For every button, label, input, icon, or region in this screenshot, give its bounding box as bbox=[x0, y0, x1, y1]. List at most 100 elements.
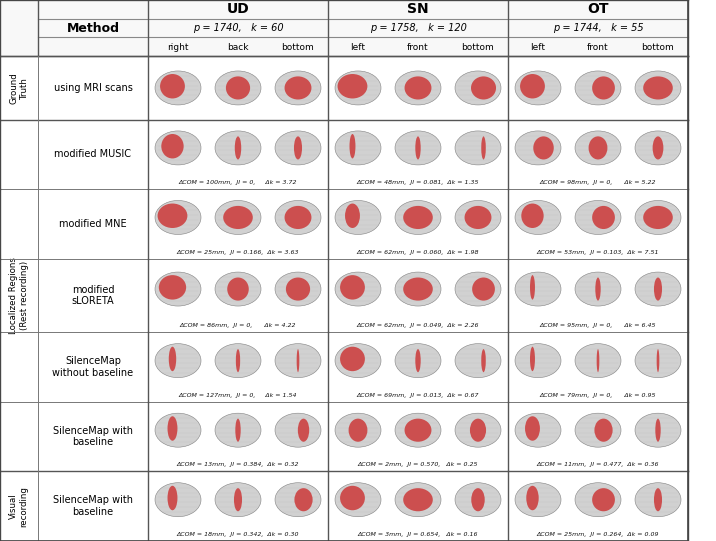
Ellipse shape bbox=[635, 272, 681, 306]
Ellipse shape bbox=[156, 344, 200, 377]
Ellipse shape bbox=[455, 483, 501, 517]
Ellipse shape bbox=[275, 201, 321, 234]
Ellipse shape bbox=[635, 413, 681, 447]
Ellipse shape bbox=[296, 349, 299, 372]
Ellipse shape bbox=[236, 419, 241, 442]
Text: modified MUSIC: modified MUSIC bbox=[54, 149, 132, 160]
Ellipse shape bbox=[596, 349, 599, 372]
Ellipse shape bbox=[456, 273, 500, 305]
Text: ΔCOM = 53mm,  JI = 0.103,  Δk = 7.51: ΔCOM = 53mm, JI = 0.103, Δk = 7.51 bbox=[537, 250, 659, 255]
Ellipse shape bbox=[396, 414, 440, 446]
Ellipse shape bbox=[455, 201, 501, 234]
Ellipse shape bbox=[575, 483, 621, 517]
Text: ΔCOM = 62mm,  JI = 0.060,  Δk = 1.98: ΔCOM = 62mm, JI = 0.060, Δk = 1.98 bbox=[357, 250, 479, 255]
Text: ΔCOM = 48mm,  JI = 0.081,  Δk = 1.35: ΔCOM = 48mm, JI = 0.081, Δk = 1.35 bbox=[357, 180, 479, 185]
Ellipse shape bbox=[216, 273, 260, 305]
Ellipse shape bbox=[276, 273, 320, 305]
Ellipse shape bbox=[456, 414, 500, 446]
Text: using MRI scans: using MRI scans bbox=[54, 83, 132, 93]
Ellipse shape bbox=[396, 71, 440, 104]
Ellipse shape bbox=[592, 76, 615, 100]
Ellipse shape bbox=[337, 74, 367, 98]
Ellipse shape bbox=[636, 71, 680, 104]
Text: UD: UD bbox=[227, 2, 249, 16]
Ellipse shape bbox=[215, 201, 261, 234]
Text: bottom: bottom bbox=[642, 43, 674, 52]
Ellipse shape bbox=[575, 201, 621, 234]
Text: ΔCOM = 79mm,  JI = 0,      Δk = 0.95: ΔCOM = 79mm, JI = 0, Δk = 0.95 bbox=[540, 393, 657, 398]
Text: SilenceMap with
baseline: SilenceMap with baseline bbox=[53, 426, 133, 447]
Ellipse shape bbox=[405, 76, 432, 100]
Ellipse shape bbox=[275, 131, 321, 165]
Ellipse shape bbox=[169, 347, 176, 371]
Ellipse shape bbox=[216, 201, 260, 234]
Text: ΔCOM = 25mm,  JI = 0.264,  Δk = 0.09: ΔCOM = 25mm, JI = 0.264, Δk = 0.09 bbox=[537, 532, 659, 537]
Ellipse shape bbox=[349, 134, 355, 159]
Text: modified
sLORETA: modified sLORETA bbox=[72, 285, 115, 306]
Ellipse shape bbox=[276, 344, 320, 377]
Ellipse shape bbox=[455, 413, 501, 447]
Ellipse shape bbox=[515, 272, 561, 306]
Text: front: front bbox=[587, 43, 609, 52]
Ellipse shape bbox=[340, 347, 365, 371]
Ellipse shape bbox=[216, 414, 260, 446]
Ellipse shape bbox=[516, 131, 560, 164]
Ellipse shape bbox=[294, 136, 302, 160]
Ellipse shape bbox=[215, 344, 261, 378]
Ellipse shape bbox=[275, 483, 321, 517]
Ellipse shape bbox=[516, 414, 560, 446]
Ellipse shape bbox=[216, 344, 260, 377]
Ellipse shape bbox=[576, 71, 620, 104]
Ellipse shape bbox=[575, 413, 621, 447]
Ellipse shape bbox=[395, 71, 441, 105]
Ellipse shape bbox=[526, 486, 538, 510]
Text: p = 1744,   k = 55: p = 1744, k = 55 bbox=[553, 23, 643, 33]
Ellipse shape bbox=[516, 71, 560, 104]
Ellipse shape bbox=[275, 344, 321, 378]
Ellipse shape bbox=[215, 71, 261, 105]
Ellipse shape bbox=[652, 136, 664, 160]
Ellipse shape bbox=[216, 131, 260, 164]
Ellipse shape bbox=[340, 486, 365, 510]
Ellipse shape bbox=[155, 272, 201, 306]
Ellipse shape bbox=[294, 488, 313, 511]
Ellipse shape bbox=[576, 131, 620, 164]
Ellipse shape bbox=[168, 416, 178, 441]
Ellipse shape bbox=[156, 273, 200, 305]
Ellipse shape bbox=[298, 419, 309, 442]
Ellipse shape bbox=[589, 136, 607, 160]
Ellipse shape bbox=[336, 273, 380, 305]
Ellipse shape bbox=[336, 484, 380, 516]
Ellipse shape bbox=[155, 201, 201, 234]
Ellipse shape bbox=[276, 201, 320, 234]
Ellipse shape bbox=[335, 483, 381, 517]
Ellipse shape bbox=[471, 76, 496, 100]
Ellipse shape bbox=[275, 413, 321, 447]
Ellipse shape bbox=[472, 278, 495, 301]
Ellipse shape bbox=[481, 136, 485, 160]
Ellipse shape bbox=[156, 71, 200, 104]
Ellipse shape bbox=[161, 134, 184, 159]
Ellipse shape bbox=[456, 344, 500, 377]
Ellipse shape bbox=[643, 76, 673, 100]
Ellipse shape bbox=[216, 484, 260, 516]
Ellipse shape bbox=[395, 201, 441, 234]
Ellipse shape bbox=[594, 419, 613, 442]
Ellipse shape bbox=[481, 349, 485, 372]
Ellipse shape bbox=[276, 484, 320, 516]
Text: left: left bbox=[351, 43, 365, 52]
Ellipse shape bbox=[155, 71, 201, 105]
Ellipse shape bbox=[455, 272, 501, 306]
Ellipse shape bbox=[415, 136, 421, 160]
Text: ΔCOM = 11mm,  JI = 0.477,  Δk = 0.36: ΔCOM = 11mm, JI = 0.477, Δk = 0.36 bbox=[537, 463, 659, 467]
Ellipse shape bbox=[336, 414, 380, 446]
Ellipse shape bbox=[654, 488, 662, 511]
Ellipse shape bbox=[515, 413, 561, 447]
Text: ΔCOM = 69mm,  JI = 0.013,  Δk = 0.67: ΔCOM = 69mm, JI = 0.013, Δk = 0.67 bbox=[357, 393, 479, 398]
Text: right: right bbox=[168, 43, 189, 52]
Ellipse shape bbox=[575, 344, 621, 378]
Text: ΔCOM = 25mm,  JI = 0.166,  Δk = 3.63: ΔCOM = 25mm, JI = 0.166, Δk = 3.63 bbox=[177, 250, 299, 255]
Ellipse shape bbox=[336, 71, 380, 104]
Ellipse shape bbox=[576, 201, 620, 234]
Text: modified MNE: modified MNE bbox=[59, 219, 127, 229]
